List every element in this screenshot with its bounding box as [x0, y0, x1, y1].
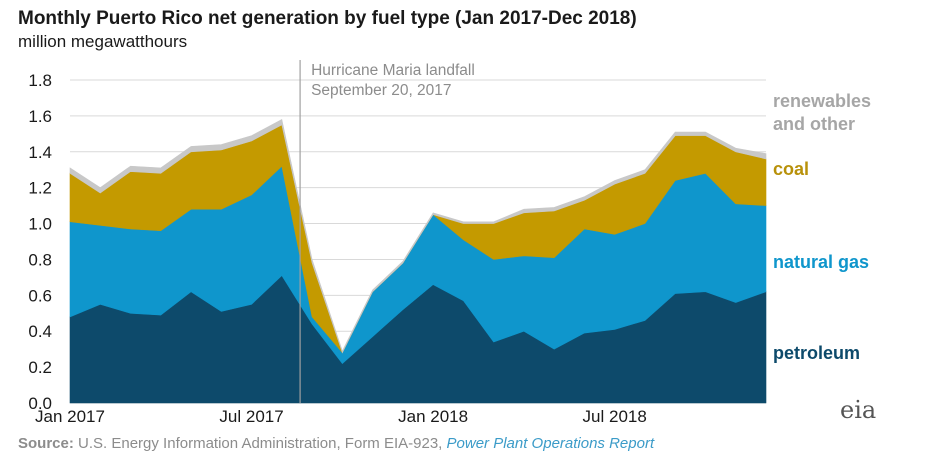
- y-tick-label-5: 1.0: [28, 215, 52, 234]
- x-tick-label-0: Jan 2017: [35, 407, 105, 426]
- y-tick-label-3: 0.6: [28, 286, 52, 305]
- series-label-natural-gas-0: natural gas: [773, 252, 869, 272]
- source-text: U.S. Energy Information Administration, …: [73, 435, 447, 452]
- x-tick-label-2: Jan 2018: [398, 407, 468, 426]
- y-axis-label: million megawatthours: [18, 32, 188, 51]
- y-tick-label-4: 0.8: [28, 250, 52, 269]
- series-label-renewables-and-other-1: and other: [773, 114, 855, 134]
- x-tick-label-3: Jul 2018: [583, 407, 647, 426]
- x-tick-label-1: Jul 2017: [219, 407, 283, 426]
- source-note: Source: U.S. Energy Information Administ…: [18, 435, 654, 452]
- area-series: [69, 119, 767, 404]
- y-tick-label-2: 0.4: [28, 322, 52, 341]
- area-renewables-and-other: [69, 119, 767, 354]
- y-tick-label-9: 1.8: [28, 71, 52, 90]
- y-tick-label-6: 1.2: [28, 179, 52, 198]
- annotation-text-1: September 20, 2017: [311, 82, 451, 99]
- y-tick-label-8: 1.6: [28, 107, 52, 126]
- eia-logo: eia: [840, 396, 877, 424]
- series-label-renewables-and-other-0: renewables: [773, 91, 871, 111]
- chart-title: Monthly Puerto Rico net generation by fu…: [18, 8, 637, 29]
- source-prefix: Source:: [18, 435, 74, 452]
- y-tick-label-0: 0.0: [28, 394, 52, 413]
- y-tick-labels: 0.0 0.2 0.4 0.6 0.8 1.0 1.2 1.4 1.6 1.8: [28, 71, 52, 413]
- source-report-link[interactable]: Power Plant Operations Report: [446, 435, 655, 452]
- series-label-coal-0: coal: [773, 159, 809, 179]
- series-labels: renewables and other coal natural gas petrol…: [773, 91, 871, 363]
- series-label-petroleum-0: petroleum: [773, 343, 860, 363]
- y-tick-label-7: 1.4: [28, 143, 52, 162]
- x-tick-labels: Jan 2017 Jul 2017 Jan 2018 Jul 2018: [35, 407, 647, 426]
- hurricane-annotation: Hurricane Maria landfall September 20, 20…: [299, 60, 475, 403]
- annotation-text-0: Hurricane Maria landfall: [311, 62, 475, 79]
- y-tick-label-1: 0.2: [28, 358, 52, 377]
